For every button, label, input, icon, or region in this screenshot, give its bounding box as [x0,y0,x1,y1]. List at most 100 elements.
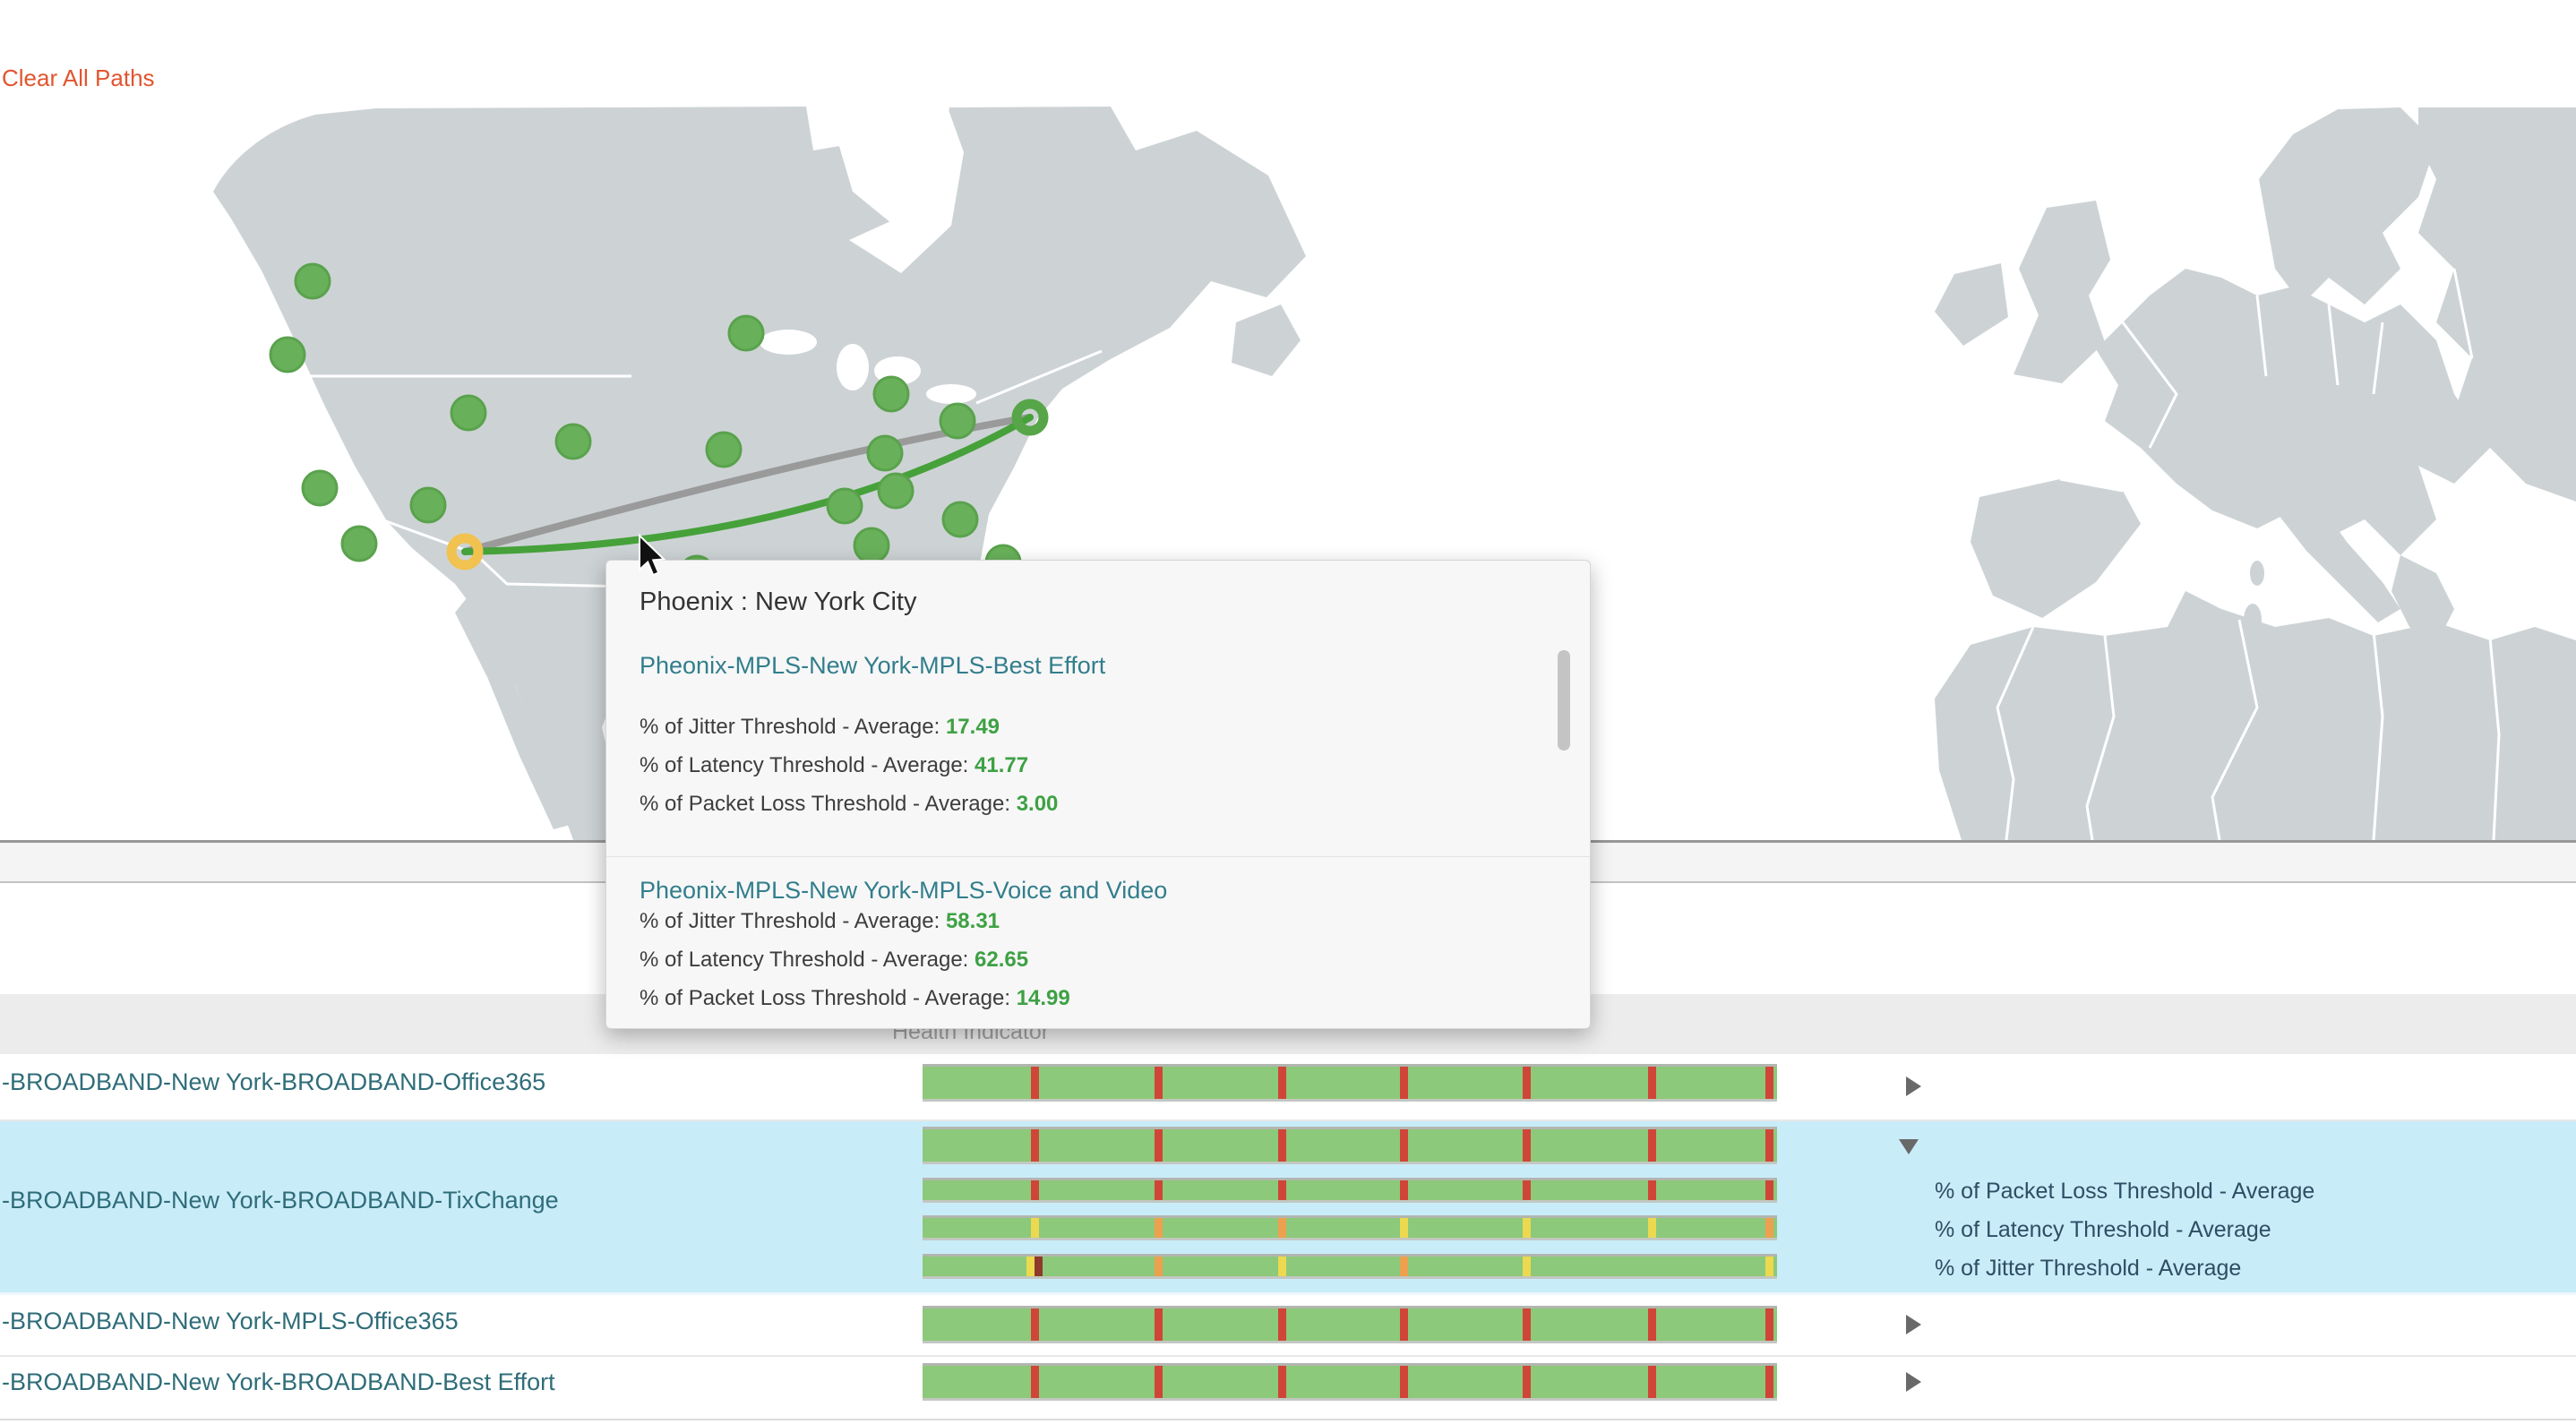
city-node-icon[interactable] [340,525,378,562]
legend-packet-loss: % of Packet Loss Threshold - Average [1935,1179,2315,1204]
city-node-icon[interactable] [705,431,743,468]
africa-border-4 [2372,631,2384,840]
city-node-icon[interactable] [727,314,765,352]
legend-latency: % of Latency Threshold - Average [1935,1217,2271,1242]
africa-border-5 [2488,637,2501,840]
africa-border-2 [2085,635,2116,840]
threshold-breach-stripe [1765,1180,1773,1200]
city-node-icon[interactable] [409,486,447,524]
city-node-icon[interactable] [872,375,910,413]
threshold-breach-stripe [1278,1257,1286,1276]
city-node-icon[interactable] [450,394,487,432]
threshold-breach-stripe [1648,1366,1656,1398]
threshold-breach-stripe [1155,1180,1163,1200]
iberia-landmass [1971,479,2141,618]
threshold-breach-stripe [1400,1257,1408,1276]
phoenix-endpoint-icon[interactable] [446,533,484,570]
ireland-island [1935,263,2008,346]
city-node-icon[interactable] [294,262,331,300]
threshold-breach-stripe [1026,1257,1035,1276]
path-mpls-green[interactable] [461,414,1034,555]
threshold-breach-stripe [1523,1218,1531,1238]
central-europe-landmass [2096,269,2490,555]
lake-erie-ontario [926,384,976,404]
world-map-svg [213,107,2576,840]
tooltip-title: Phoenix : New York City [640,588,917,616]
health-bar-packet-loss [923,1178,1777,1203]
italy-landmass [2262,466,2400,622]
threshold-breach-stripe [1278,1366,1286,1398]
st-lawrence-river [975,349,1103,405]
baja-peninsula [455,595,573,829]
health-bar-jitter [923,1254,1777,1279]
tooltip-metric: % of Jitter Threshold - Average: 17.49 [640,715,1000,739]
threshold-breach-stripe [1031,1067,1039,1099]
path-tooltip: Phoenix : New York City Pheonix-MPLS-New… [605,560,1591,1029]
mouse-cursor [639,534,666,577]
tooltip-metric: % of Latency Threshold - Average: 41.77 [640,753,1029,777]
city-node-icon[interactable] [941,501,979,538]
africa-border-3 [2211,619,2259,840]
threshold-breach-stripe [1648,1308,1656,1341]
threshold-breach-stripe [1523,1180,1531,1200]
uk-island [2014,201,2110,383]
city-node-icon[interactable] [853,527,890,564]
path-row-label: -BROADBAND-New York-MPLS-Office365 [2,1308,459,1334]
threshold-breach-stripe [1278,1218,1286,1238]
threshold-breach-stripe [1155,1257,1163,1276]
path-row-label: -BROADBAND-New York-BROADBAND-Best Effor… [2,1368,555,1395]
expand-arrow-icon[interactable] [1906,1315,1921,1334]
threshold-breach-stripe [1155,1308,1163,1341]
threshold-breach-stripe [1523,1308,1531,1341]
threshold-breach-stripe [1400,1366,1408,1398]
new_york-endpoint-icon[interactable] [1011,399,1049,436]
threshold-breach-stripe [1031,1366,1039,1398]
tooltip-metric: % of Packet Loss Threshold - Average: 3.… [640,792,1059,816]
path-row-label: -BROADBAND-New York-BROADBAND-TixChange [2,1187,559,1214]
world-map[interactable] [0,0,2576,840]
threshold-breach-stripe [1155,1218,1163,1238]
threshold-breach-stripe [1278,1308,1286,1341]
tooltip-metric: % of Packet Loss Threshold - Average: 14… [640,986,1070,1010]
threshold-breach-stripe [1648,1218,1656,1238]
threshold-breach-stripe [1648,1180,1656,1200]
collapse-arrow-icon[interactable] [1899,1139,1919,1154]
legend-jitter: % of Jitter Threshold - Average [1935,1256,2242,1281]
threshold-breach-stripe [1648,1129,1656,1162]
tooltip-scrollbar-thumb[interactable] [1558,650,1570,751]
expand-arrow-icon[interactable] [1906,1372,1921,1392]
threshold-breach-stripe [1155,1366,1163,1398]
threshold-breach-stripe [1765,1308,1773,1341]
threshold-breach-stripe [1031,1308,1039,1341]
europe-border-3 [2327,304,2340,386]
threshold-breach-stripe [1765,1218,1773,1238]
city-node-icon[interactable] [866,434,904,472]
city-node-icon[interactable] [301,469,339,507]
newfoundland-island [1232,305,1301,376]
tooltip-metric: % of Jitter Threshold - Average: 58.31 [640,909,1000,933]
clear-all-paths-link[interactable]: Clear All Paths [2,64,155,91]
threshold-breach-stripe [1031,1180,1039,1200]
threshold-breach-stripe [1035,1257,1043,1276]
tooltip-metric: % of Latency Threshold - Average: 62.65 [640,948,1029,972]
tooltip-section-separator [606,856,1590,857]
tooltip-path-link-voice-video[interactable]: Pheonix-MPLS-New York-MPLS-Voice and Vid… [640,877,1168,904]
city-node-icon[interactable] [826,487,863,525]
health-bar [923,1306,1777,1343]
city-node-icon[interactable] [269,336,306,373]
threshold-breach-stripe [1031,1218,1039,1238]
city-node-icon[interactable] [877,472,914,510]
threshold-breach-stripe [1400,1129,1408,1162]
health-bar-latency [923,1215,1777,1240]
tooltip-path-link-best-effort[interactable]: Pheonix-MPLS-New York-MPLS-Best Effort [640,652,1106,679]
city-node-icon[interactable] [554,423,592,460]
threshold-breach-stripe [1400,1308,1408,1341]
threshold-breach-stripe [1278,1129,1286,1162]
lake-superior [760,330,817,355]
expand-arrow-icon[interactable] [1906,1077,1921,1096]
health-bar [923,1363,1777,1401]
threshold-breach-stripe [1155,1129,1163,1162]
path-row-label: -BROADBAND-New York-BROADBAND-Office365 [2,1068,546,1095]
city-node-icon[interactable] [939,402,976,440]
